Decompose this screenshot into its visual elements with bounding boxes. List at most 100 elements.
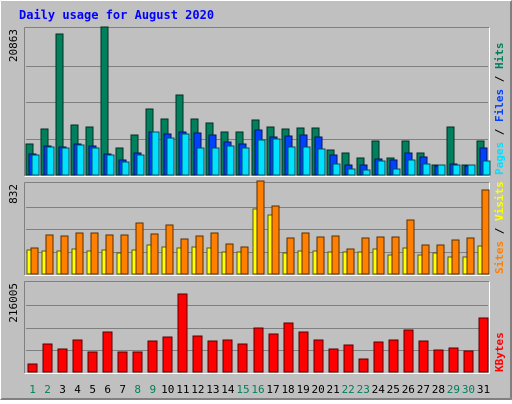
- bar-hits-day-6: [100, 26, 109, 176]
- bar-kbytes-day-30: [463, 350, 474, 373]
- bar-kbytes-day-27: [418, 340, 429, 373]
- legend-kbytes: KBytes: [493, 332, 506, 372]
- bar-kbytes-day-29: [448, 347, 459, 373]
- bar-sites-day-28: [436, 244, 445, 275]
- bar-kbytes-day-11: [177, 293, 188, 373]
- bar-sites-day-5: [90, 232, 99, 275]
- bar-sites-day-12: [195, 235, 204, 275]
- x-tick-label: 21: [327, 383, 340, 396]
- bar-sites-day-17: [271, 205, 280, 275]
- bar-pages-day-28: [437, 164, 446, 176]
- bar-kbytes-day-19: [298, 331, 309, 373]
- legend-visits-sites: Sites / Visits: [493, 181, 506, 274]
- bar-sites-day-8: [135, 222, 144, 275]
- bar-kbytes-day-1: [27, 363, 38, 373]
- legend-kbytes: KBytes: [493, 332, 506, 372]
- x-tick-label: 3: [59, 383, 66, 396]
- bar-sites-day-9: [150, 233, 159, 275]
- bar-sites-day-16: [256, 180, 265, 275]
- bar-kbytes-day-31: [478, 317, 489, 373]
- bar-sites-day-24: [376, 236, 385, 275]
- bar-kbytes-day-26: [403, 329, 414, 373]
- bar-pages-day-24: [377, 160, 386, 176]
- bar-kbytes-day-17: [268, 333, 279, 373]
- x-tick-label: 31: [477, 383, 490, 396]
- bar-pages-day-21: [332, 163, 341, 176]
- chart-title: Daily usage for August 2020: [19, 8, 214, 22]
- legend-pages: Pages: [493, 142, 506, 175]
- x-tick-label: 22: [342, 383, 355, 396]
- bar-sites-day-29: [451, 239, 460, 275]
- bar-pages-day-13: [211, 147, 220, 176]
- x-tick-label: 25: [387, 383, 400, 396]
- x-tick-label: 12: [191, 383, 204, 396]
- bar-kbytes-day-2: [42, 343, 53, 373]
- bar-pages-day-9: [151, 131, 160, 176]
- x-tick-label: 10: [161, 383, 174, 396]
- bar-sites-day-4: [75, 232, 84, 275]
- bar-kbytes-day-6: [102, 331, 113, 373]
- x-tick-label: 13: [206, 383, 219, 396]
- bar-pages-day-11: [181, 133, 190, 176]
- bar-sites-day-6: [105, 234, 114, 275]
- bar-kbytes-day-28: [433, 349, 444, 373]
- bar-pages-day-6: [106, 154, 115, 176]
- x-tick-label: 14: [221, 383, 235, 396]
- bar-kbytes-day-7: [117, 351, 128, 373]
- x-tick-label: 4: [74, 383, 81, 396]
- x-tick-label: 5: [89, 383, 96, 396]
- bar-sites-day-25: [391, 236, 400, 275]
- bar-sites-day-15: [240, 246, 249, 275]
- bar-sites-day-11: [180, 238, 189, 275]
- bar-kbytes-day-8: [132, 351, 143, 373]
- legend-visits: Visits: [493, 181, 506, 221]
- bar-kbytes-day-21: [328, 348, 339, 373]
- x-tick-label: 17: [266, 383, 279, 396]
- x-tick-label: 30: [462, 383, 475, 396]
- bar-kbytes-day-18: [283, 322, 294, 373]
- bar-sites-day-27: [421, 244, 430, 275]
- legend-files: Files: [493, 89, 506, 122]
- bar-pages-day-30: [467, 164, 476, 176]
- bar-sites-day-19: [301, 232, 310, 275]
- bar-pages-day-19: [302, 146, 311, 176]
- x-tick-label: 26: [402, 383, 415, 396]
- bar-pages-day-2: [46, 146, 55, 176]
- bar-kbytes-day-9: [147, 340, 158, 373]
- bar-pages-day-10: [166, 137, 175, 176]
- bar-sites-day-20: [316, 236, 325, 275]
- x-tick-label: 28: [432, 383, 445, 396]
- bar-kbytes-day-23: [358, 358, 369, 373]
- bar-pages-day-29: [452, 164, 461, 176]
- legend-sep1: /: [493, 221, 506, 241]
- bar-kbytes-day-22: [343, 344, 354, 373]
- bar-kbytes-day-14: [222, 339, 233, 373]
- x-tick-label: 29: [447, 383, 460, 396]
- legend-hits-files-pages: Pages / Files / Hits: [493, 43, 506, 176]
- x-tick-label: 23: [357, 383, 370, 396]
- y-max-label: 216005: [7, 283, 20, 323]
- bar-pages-day-16: [257, 139, 266, 176]
- bar-sites-day-30: [466, 237, 475, 275]
- bar-pages-day-8: [136, 154, 145, 176]
- bar-pages-day-1: [31, 154, 40, 176]
- bar-pages-day-18: [287, 146, 296, 176]
- bar-kbytes-day-20: [313, 339, 324, 373]
- bar-pages-day-20: [317, 148, 326, 176]
- panel-kbytes: 216005 KBytes: [7, 281, 506, 374]
- y-max-label: 832: [7, 184, 20, 204]
- bar-pages-day-3: [61, 147, 70, 176]
- bar-kbytes-day-25: [388, 339, 399, 373]
- bar-pages-day-15: [241, 147, 250, 176]
- bar-kbytes-day-10: [162, 336, 173, 373]
- bar-sites-day-10: [165, 224, 174, 275]
- bar-pages-day-25: [392, 168, 401, 176]
- bar-kbytes-day-15: [237, 343, 248, 373]
- x-tick-label: 11: [176, 383, 189, 396]
- x-tick-label: 7: [119, 383, 126, 396]
- bar-kbytes-day-16: [253, 327, 264, 373]
- bar-pages-day-17: [272, 138, 281, 176]
- bar-sites-day-3: [60, 235, 69, 275]
